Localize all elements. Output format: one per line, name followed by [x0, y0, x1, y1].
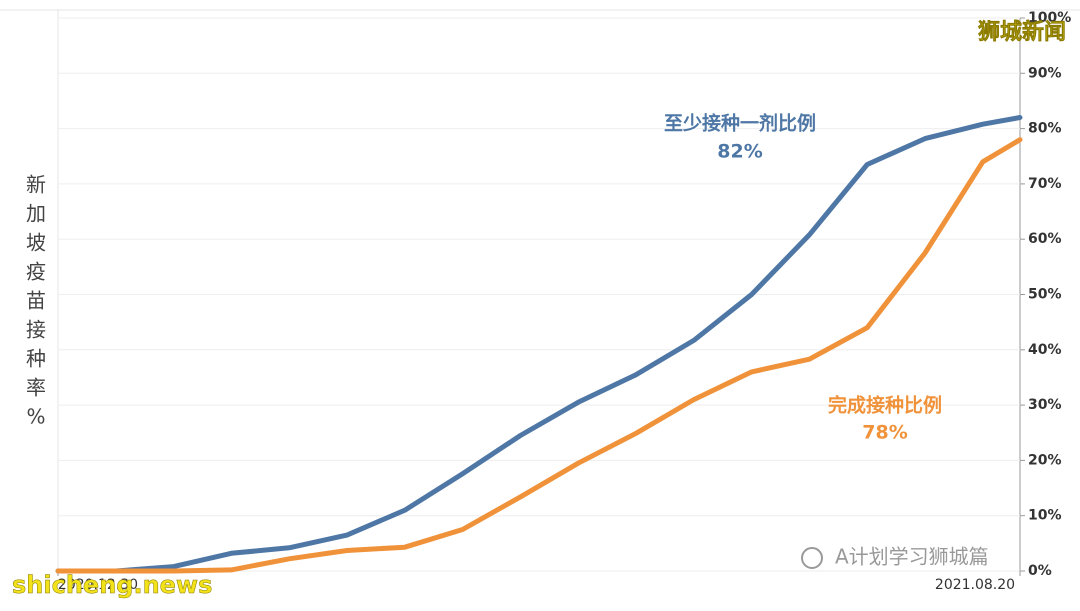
series-line — [55, 137, 1023, 574]
y-axis-label: 新 — [26, 173, 46, 197]
y-tick-label: 70% — [1028, 176, 1062, 192]
y-tick-label: 80% — [1028, 121, 1062, 137]
y-axis-label: 苗 — [26, 289, 46, 313]
watermark: shicheng.news — [12, 571, 212, 599]
y-tick-label: 90% — [1028, 65, 1062, 81]
y-tick-label: 20% — [1028, 452, 1062, 468]
watermark: 狮城新闻 — [978, 19, 1066, 45]
series-end-label: 78% — [862, 422, 907, 444]
y-tick-label: 60% — [1028, 231, 1062, 247]
y-tick-label: 100% — [1028, 10, 1071, 26]
y-axis-label: 坡 — [26, 231, 46, 255]
y-axis-label: 种 — [26, 347, 46, 371]
y-axis-label: 疫 — [26, 260, 46, 284]
series-label: 至少接种一剂比例 — [664, 112, 816, 135]
y-tick-label: 0% — [1028, 563, 1052, 579]
y-axis-label: 加 — [26, 202, 46, 226]
y-axis-label: 率 — [26, 376, 46, 400]
x-tick-label: 2020.12.30 — [58, 577, 138, 593]
series-end-label: 82% — [717, 141, 762, 163]
watermark: A计划学习狮城篇 — [835, 545, 989, 569]
y-tick-label: 30% — [1028, 397, 1062, 413]
series-label: 完成接种比例 — [828, 394, 942, 417]
watermark-icon — [801, 547, 823, 569]
y-tick-label: 50% — [1028, 287, 1062, 303]
y-axis-label: % — [26, 405, 45, 429]
x-tick-label: 2021.08.20 — [935, 577, 1015, 593]
series-line — [55, 115, 1023, 574]
y-tick-label: 40% — [1028, 342, 1062, 358]
y-tick-label: 10% — [1028, 508, 1062, 524]
y-axis-label: 接 — [26, 318, 46, 342]
